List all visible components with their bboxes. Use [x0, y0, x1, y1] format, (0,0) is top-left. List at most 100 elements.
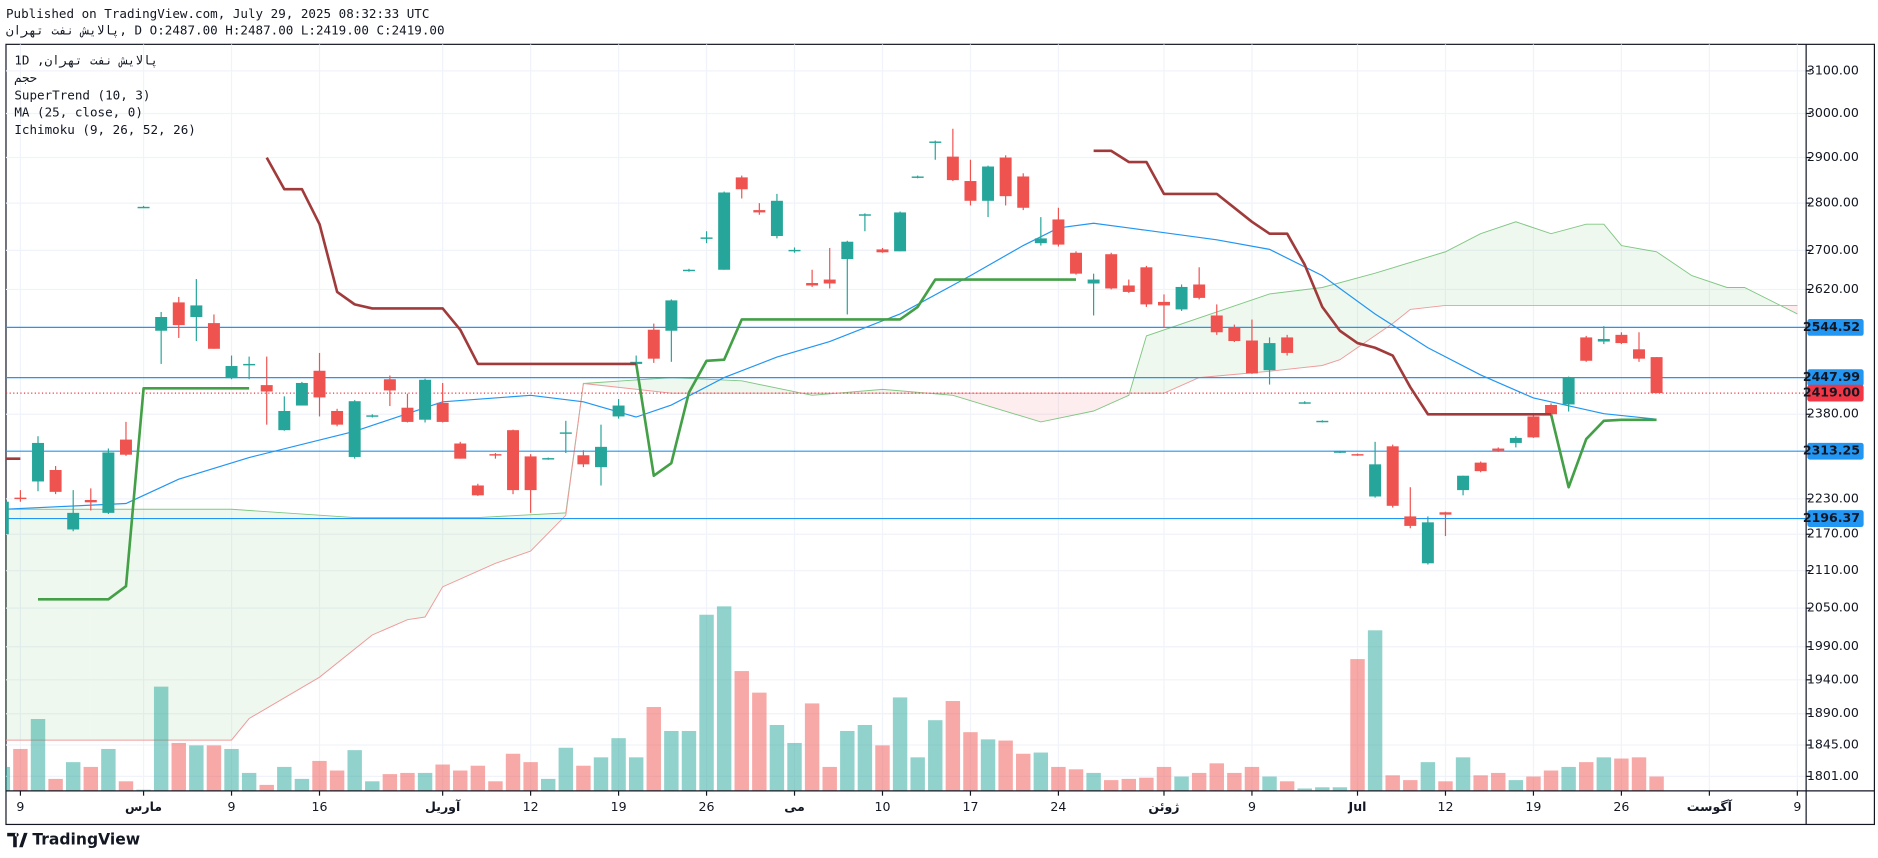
- candle-body: [858, 214, 871, 216]
- legend-volume: مجح: [14, 70, 37, 86]
- candle-body: [190, 305, 203, 317]
- last-price-label: 2419.00: [1803, 385, 1860, 400]
- published-line: Published on TradingView.com, July 29, 2…: [6, 6, 429, 21]
- cloud-fill: [231, 509, 250, 741]
- candle-body: [982, 166, 995, 201]
- candle-body: [999, 157, 1012, 197]
- volume-bar: [488, 781, 503, 791]
- candle-body: [770, 200, 783, 237]
- cloud-fill: [38, 509, 56, 741]
- volume-bar: [1403, 780, 1418, 791]
- cloud-fill: [1691, 275, 1710, 306]
- volume-bar: [928, 720, 943, 791]
- candle-body: [507, 430, 520, 491]
- cloud-fill: [864, 389, 883, 394]
- supertrend-up-line: [37, 386, 250, 601]
- span-b-line: [5, 304, 1798, 741]
- volume-bar: [1491, 772, 1506, 791]
- cloud-fill: [73, 509, 91, 741]
- cloud-fill: [1656, 251, 1675, 306]
- cloud-fill: [706, 379, 725, 394]
- symbol-line: نارهت تفن شیالاپ, D O:2487.00 H:2487.00 …: [6, 23, 445, 39]
- cloud-fill: [1322, 282, 1340, 366]
- cloud-fill: [125, 509, 144, 741]
- volume-bar: [576, 765, 591, 791]
- candle-body: [1034, 238, 1047, 244]
- candle-body: [155, 316, 168, 331]
- ma-line: [5, 222, 1657, 510]
- volume-bar: [1473, 775, 1488, 791]
- logo: TradingView: [7, 831, 140, 849]
- candle-body: [718, 192, 731, 270]
- candle-body: [1105, 254, 1118, 289]
- volume-bar: [1016, 753, 1031, 791]
- cloud-fill: [1410, 257, 1428, 310]
- x-tick-label: 19: [1525, 799, 1541, 814]
- candle-body: [823, 279, 836, 284]
- y-tick-label: 2050.00: [1807, 600, 1859, 615]
- volume-bar: [1367, 630, 1383, 791]
- candle-body: [1597, 338, 1610, 342]
- cloud-fill: [337, 516, 355, 663]
- volume-bar: [365, 781, 380, 791]
- cloud-fill: [442, 517, 461, 587]
- volume-bar: [822, 766, 837, 791]
- cloud-fill: [284, 512, 302, 698]
- volume-bar: [1508, 780, 1524, 791]
- y-tick-label: 1801.00: [1807, 768, 1859, 783]
- cloud-fill: [548, 512, 566, 534]
- volume-bar: [945, 701, 961, 791]
- supertrend-up-line: [634, 278, 1077, 478]
- cloud-fill: [266, 511, 285, 709]
- candle-body: [1193, 284, 1206, 298]
- candle-body: [1316, 420, 1329, 423]
- x-tick-label: 12: [523, 799, 539, 814]
- candle-body: [1421, 522, 1434, 564]
- candle-body: [84, 499, 97, 503]
- candle-body: [1210, 315, 1223, 333]
- candle-body: [489, 454, 502, 456]
- candle-body: [682, 269, 695, 272]
- candle-body: [1650, 357, 1663, 394]
- legend-ma: MA (25, close, 0): [14, 105, 143, 120]
- cloud-fill: [1498, 221, 1516, 306]
- candle-body: [1087, 279, 1100, 284]
- volume-bar: [1279, 781, 1295, 791]
- volume-bar: [347, 750, 362, 791]
- volume-bar: [840, 730, 855, 791]
- cloud-fill: [1093, 393, 1112, 411]
- cloud-fill: [20, 509, 39, 741]
- volume-bar: [734, 671, 749, 791]
- candle-body: [295, 382, 308, 406]
- volume-bar: [1438, 781, 1453, 791]
- y-tick-label: 2230.00: [1807, 490, 1859, 505]
- candle-body: [612, 405, 625, 417]
- x-tick-label: 9: [16, 799, 24, 814]
- candle-body: [946, 156, 959, 181]
- volume-bar: [593, 757, 609, 791]
- x-tick-label: 9: [1248, 799, 1256, 814]
- price-line-label: 2544.52: [1803, 319, 1860, 334]
- price-line-label: 2447.99: [1803, 369, 1860, 384]
- last-price-badge: [1807, 384, 1864, 402]
- supertrend-down-line: [1093, 149, 1552, 416]
- x-tick-label: 19: [611, 799, 627, 814]
- candle-body: [1333, 451, 1346, 453]
- candle-body: [1298, 402, 1311, 404]
- x-tick-label: می: [784, 799, 804, 814]
- y-tick-label: 2620.00: [1807, 281, 1859, 296]
- candle-body: [383, 379, 396, 391]
- candle-body: [929, 141, 942, 143]
- candle-body: [348, 401, 361, 457]
- cloud-fill: [1111, 393, 1129, 404]
- candle-body: [137, 206, 150, 209]
- cloud-fill: [1480, 227, 1499, 306]
- cloud-fill: [90, 509, 109, 741]
- axes: 3100.00 3000.00 2900.00 2800.00 2700.00 2620.…: [16, 62, 1864, 814]
- x-tick-label: 10: [874, 799, 890, 814]
- volume-bar: [1297, 788, 1312, 791]
- volume-bar: [998, 740, 1013, 791]
- volume-bar: [1262, 776, 1277, 791]
- candle-body: [700, 237, 713, 239]
